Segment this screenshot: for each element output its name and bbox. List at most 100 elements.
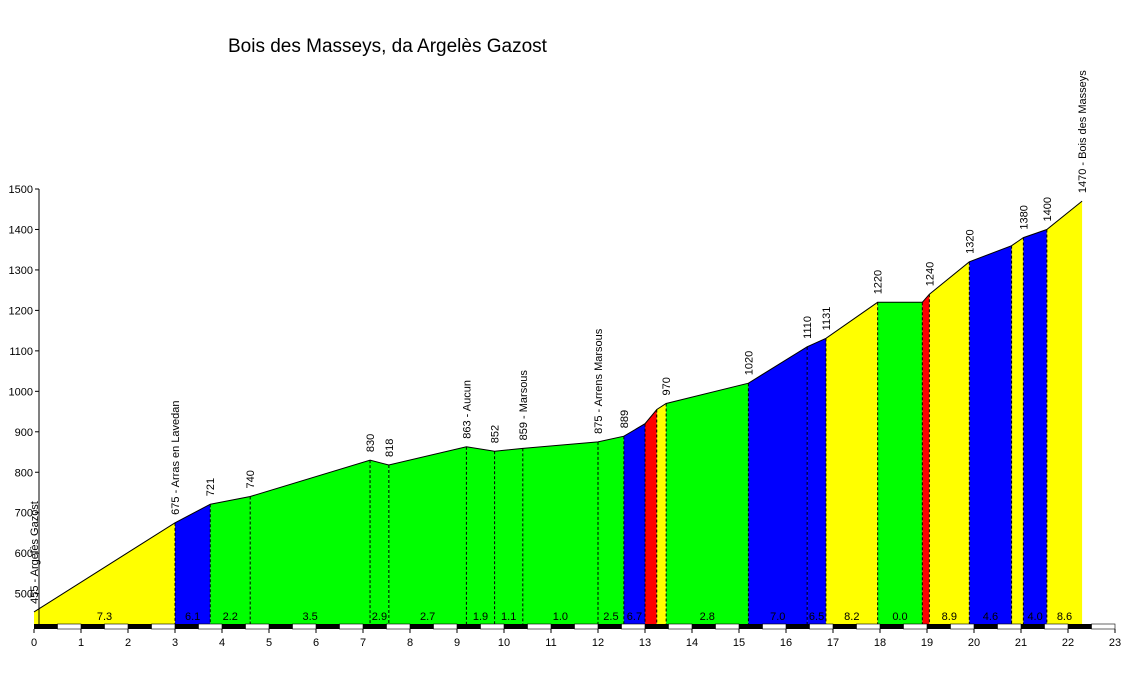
grade-label: 8.2 bbox=[844, 611, 859, 623]
km-bar-dark bbox=[880, 624, 904, 629]
y-axis: 500 600 700 800 900 1000 1100 1200 1300 1400 1500 bbox=[9, 184, 40, 624]
x-tick-label: 19 bbox=[921, 637, 933, 649]
point-label: 818 bbox=[384, 439, 396, 457]
point-label: 852 bbox=[490, 425, 502, 443]
segment-fill-7 bbox=[494, 448, 523, 624]
km-bar-dark bbox=[739, 624, 763, 629]
km-bar-dark bbox=[410, 624, 434, 629]
grade-label: 1.1 bbox=[501, 611, 516, 623]
x-tick-label: 7 bbox=[360, 637, 366, 649]
segment-fill-0 bbox=[34, 522, 175, 624]
y-tick-label: 700 bbox=[15, 508, 33, 520]
km-bar-light bbox=[1091, 623, 1116, 630]
y-tick-label: 1500 bbox=[9, 184, 33, 196]
y-tick-label: 1100 bbox=[9, 346, 33, 358]
km-bar-dark bbox=[974, 624, 998, 629]
km-bar-dark bbox=[222, 624, 246, 629]
km-bar-dark bbox=[692, 624, 716, 629]
km-bar-dark bbox=[316, 624, 340, 629]
point-label: 721 bbox=[205, 478, 217, 496]
x-tick-label: 6 bbox=[313, 637, 319, 649]
grade-label: 6.7 bbox=[627, 611, 642, 623]
km-bar-dark bbox=[363, 624, 387, 629]
x-tick-label: 17 bbox=[827, 637, 839, 649]
point-label: 1131 bbox=[821, 307, 833, 331]
segment-fill-12 bbox=[656, 403, 667, 624]
km-bar-light bbox=[386, 623, 411, 630]
point-label: 740 bbox=[245, 470, 257, 488]
grade-labels: 7.3 6.1 2.2 3.5 2.9 2.7 1.9 1.1 1.0 2.5 6.7 2.8 7.0 6… bbox=[97, 611, 1072, 623]
point-label: 889 bbox=[619, 410, 631, 428]
km-bar-light bbox=[339, 623, 364, 630]
profile-outline bbox=[33, 200, 1083, 613]
point-label: 1470 - Bois des Masseys bbox=[1077, 70, 1089, 193]
grade-label: 3.5 bbox=[302, 611, 317, 623]
km-bar-light bbox=[198, 623, 223, 630]
x-tick-label: 14 bbox=[686, 637, 698, 649]
segment-fill-17 bbox=[877, 302, 923, 624]
point-label: 859 - Marsous bbox=[518, 370, 530, 441]
x-tick-label: 10 bbox=[498, 637, 510, 649]
x-tick-label: 12 bbox=[592, 637, 604, 649]
grade-label: 2.2 bbox=[223, 611, 238, 623]
segment-fill-1 bbox=[175, 504, 211, 624]
segment-fill-4 bbox=[370, 460, 389, 624]
grade-label: 2.8 bbox=[700, 611, 715, 623]
x-tick-label: 13 bbox=[639, 637, 651, 649]
point-label: 875 - Arrens Marsous bbox=[593, 328, 605, 434]
segment-fill-8 bbox=[522, 441, 598, 624]
km-bar-dark bbox=[175, 624, 199, 629]
y-tick-label: 1200 bbox=[9, 305, 33, 317]
grade-label: 2.7 bbox=[420, 611, 435, 623]
km-bar-dark bbox=[128, 624, 152, 629]
point-label: 1400 bbox=[1042, 197, 1054, 221]
point-label: 675 - Arras en Lavedan bbox=[170, 400, 182, 514]
x-tick-label: 15 bbox=[733, 637, 745, 649]
x-tick-label: 5 bbox=[266, 637, 272, 649]
grade-label: 7.3 bbox=[97, 611, 112, 623]
km-bar-light bbox=[809, 623, 834, 630]
segment-fill-9 bbox=[598, 436, 624, 624]
x-tick-label: 4 bbox=[219, 637, 225, 649]
grade-label: 1.0 bbox=[553, 611, 568, 623]
x-tick-label: 1 bbox=[78, 637, 84, 649]
km-bar-dark bbox=[457, 624, 481, 629]
grade-label: 8.6 bbox=[1057, 611, 1072, 623]
grade-label: 4.6 bbox=[983, 611, 998, 623]
segment-fill-13 bbox=[666, 383, 749, 624]
grade-label: 6.1 bbox=[185, 611, 200, 623]
km-bar-light bbox=[903, 623, 928, 630]
segment-fill-6 bbox=[466, 446, 495, 624]
x-tick-label: 20 bbox=[968, 637, 980, 649]
segment-fill-22 bbox=[1023, 229, 1047, 624]
km-bar-light bbox=[997, 623, 1022, 630]
km-bar-dark bbox=[34, 624, 58, 629]
y-tick-label: 1000 bbox=[9, 386, 33, 398]
km-bar-light bbox=[480, 623, 505, 630]
km-bar-light bbox=[245, 623, 270, 630]
x-tick-label: 16 bbox=[780, 637, 792, 649]
grade-label: 4.0 bbox=[1027, 611, 1042, 623]
km-bar-light bbox=[715, 623, 740, 630]
segment-fill-11 bbox=[645, 409, 657, 624]
segment-fill-21 bbox=[1011, 237, 1024, 624]
km-bar-dark bbox=[927, 624, 951, 629]
km-bar-light bbox=[57, 623, 82, 630]
profile-fills bbox=[34, 201, 1083, 624]
point-label: 1240 bbox=[924, 262, 936, 286]
x-axis: 0 1 2 3 4 5 6 7 8 9 10 11 12 13 14 15 16 17 18 19 20 21 22 23 bbox=[31, 623, 1121, 649]
km-bar-light bbox=[527, 623, 552, 630]
y-tick-label: 900 bbox=[15, 427, 33, 439]
km-bar-dark bbox=[1068, 624, 1092, 629]
km-bar-light bbox=[292, 623, 317, 630]
point-labels: 455 - Argelès Gazost 675 - Arras en Laved… bbox=[29, 70, 1089, 604]
grade-label: 8.9 bbox=[942, 611, 957, 623]
segment-fill-20 bbox=[969, 245, 1012, 624]
x-tick-label: 23 bbox=[1109, 637, 1121, 649]
km-bar-light bbox=[104, 623, 129, 630]
x-tick-label: 0 bbox=[31, 637, 37, 649]
km-bar-light bbox=[762, 623, 787, 630]
segment-dividers bbox=[174, 229, 1048, 624]
grade-label: 6.5 bbox=[809, 611, 824, 623]
km-bar-dark bbox=[269, 624, 293, 629]
